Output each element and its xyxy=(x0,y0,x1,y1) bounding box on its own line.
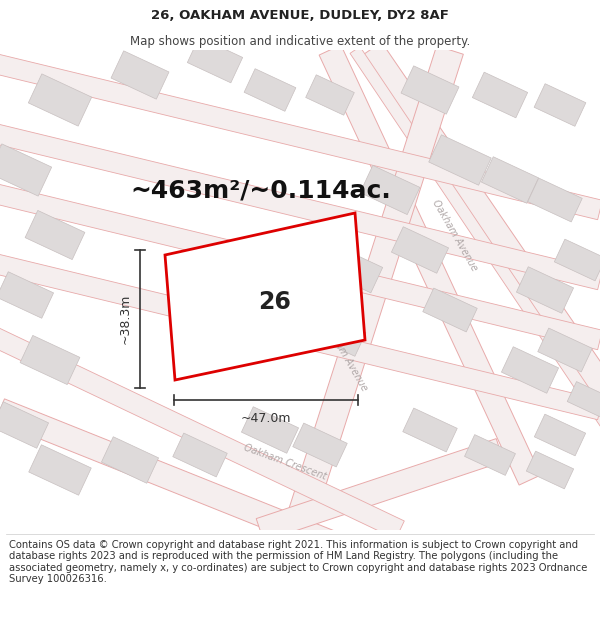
Polygon shape xyxy=(173,433,227,477)
Polygon shape xyxy=(358,42,600,423)
Polygon shape xyxy=(305,75,355,115)
Polygon shape xyxy=(464,434,515,476)
Polygon shape xyxy=(401,66,459,114)
Polygon shape xyxy=(101,437,158,483)
Polygon shape xyxy=(241,407,299,453)
Polygon shape xyxy=(0,272,53,318)
Polygon shape xyxy=(534,84,586,126)
Polygon shape xyxy=(538,328,592,372)
Polygon shape xyxy=(328,247,383,293)
Text: Oakham Avenue: Oakham Avenue xyxy=(320,318,370,392)
Polygon shape xyxy=(29,445,91,495)
Polygon shape xyxy=(517,267,574,313)
Polygon shape xyxy=(287,46,463,524)
Text: 26, OAKHAM AVENUE, DUDLEY, DY2 8AF: 26, OAKHAM AVENUE, DUDLEY, DY2 8AF xyxy=(151,9,449,22)
Polygon shape xyxy=(502,347,559,393)
Polygon shape xyxy=(293,423,347,467)
Polygon shape xyxy=(20,336,80,384)
Polygon shape xyxy=(391,227,449,273)
Polygon shape xyxy=(319,45,541,485)
Polygon shape xyxy=(472,72,527,118)
Polygon shape xyxy=(244,69,296,111)
Text: Oakham Avenue: Oakham Avenue xyxy=(431,198,479,272)
Polygon shape xyxy=(429,135,491,185)
Polygon shape xyxy=(0,250,600,420)
Polygon shape xyxy=(528,178,582,222)
Polygon shape xyxy=(0,402,49,448)
Polygon shape xyxy=(554,239,600,281)
Text: ~47.0m: ~47.0m xyxy=(241,412,291,425)
Text: Map shows position and indicative extent of the property.: Map shows position and indicative extent… xyxy=(130,35,470,48)
Polygon shape xyxy=(0,50,600,220)
Polygon shape xyxy=(111,51,169,99)
Polygon shape xyxy=(0,144,52,196)
Text: Contains OS data © Crown copyright and database right 2021. This information is : Contains OS data © Crown copyright and d… xyxy=(9,539,587,584)
Polygon shape xyxy=(567,382,600,418)
Polygon shape xyxy=(187,37,242,83)
Polygon shape xyxy=(0,180,600,350)
Polygon shape xyxy=(423,288,477,332)
Polygon shape xyxy=(314,314,366,356)
Polygon shape xyxy=(256,439,504,541)
Polygon shape xyxy=(350,47,600,433)
Polygon shape xyxy=(360,166,420,214)
Polygon shape xyxy=(481,157,539,203)
Text: Oakham Crescent: Oakham Crescent xyxy=(242,442,328,482)
Polygon shape xyxy=(403,408,457,452)
Polygon shape xyxy=(0,399,355,561)
Text: 26: 26 xyxy=(259,290,292,314)
Polygon shape xyxy=(0,321,404,539)
Polygon shape xyxy=(0,120,600,290)
Polygon shape xyxy=(25,211,85,259)
Text: ~463m²/~0.114ac.: ~463m²/~0.114ac. xyxy=(130,178,391,202)
Polygon shape xyxy=(526,451,574,489)
Polygon shape xyxy=(165,213,365,380)
Polygon shape xyxy=(535,414,586,456)
Text: ~38.3m: ~38.3m xyxy=(119,294,132,344)
Polygon shape xyxy=(28,74,92,126)
